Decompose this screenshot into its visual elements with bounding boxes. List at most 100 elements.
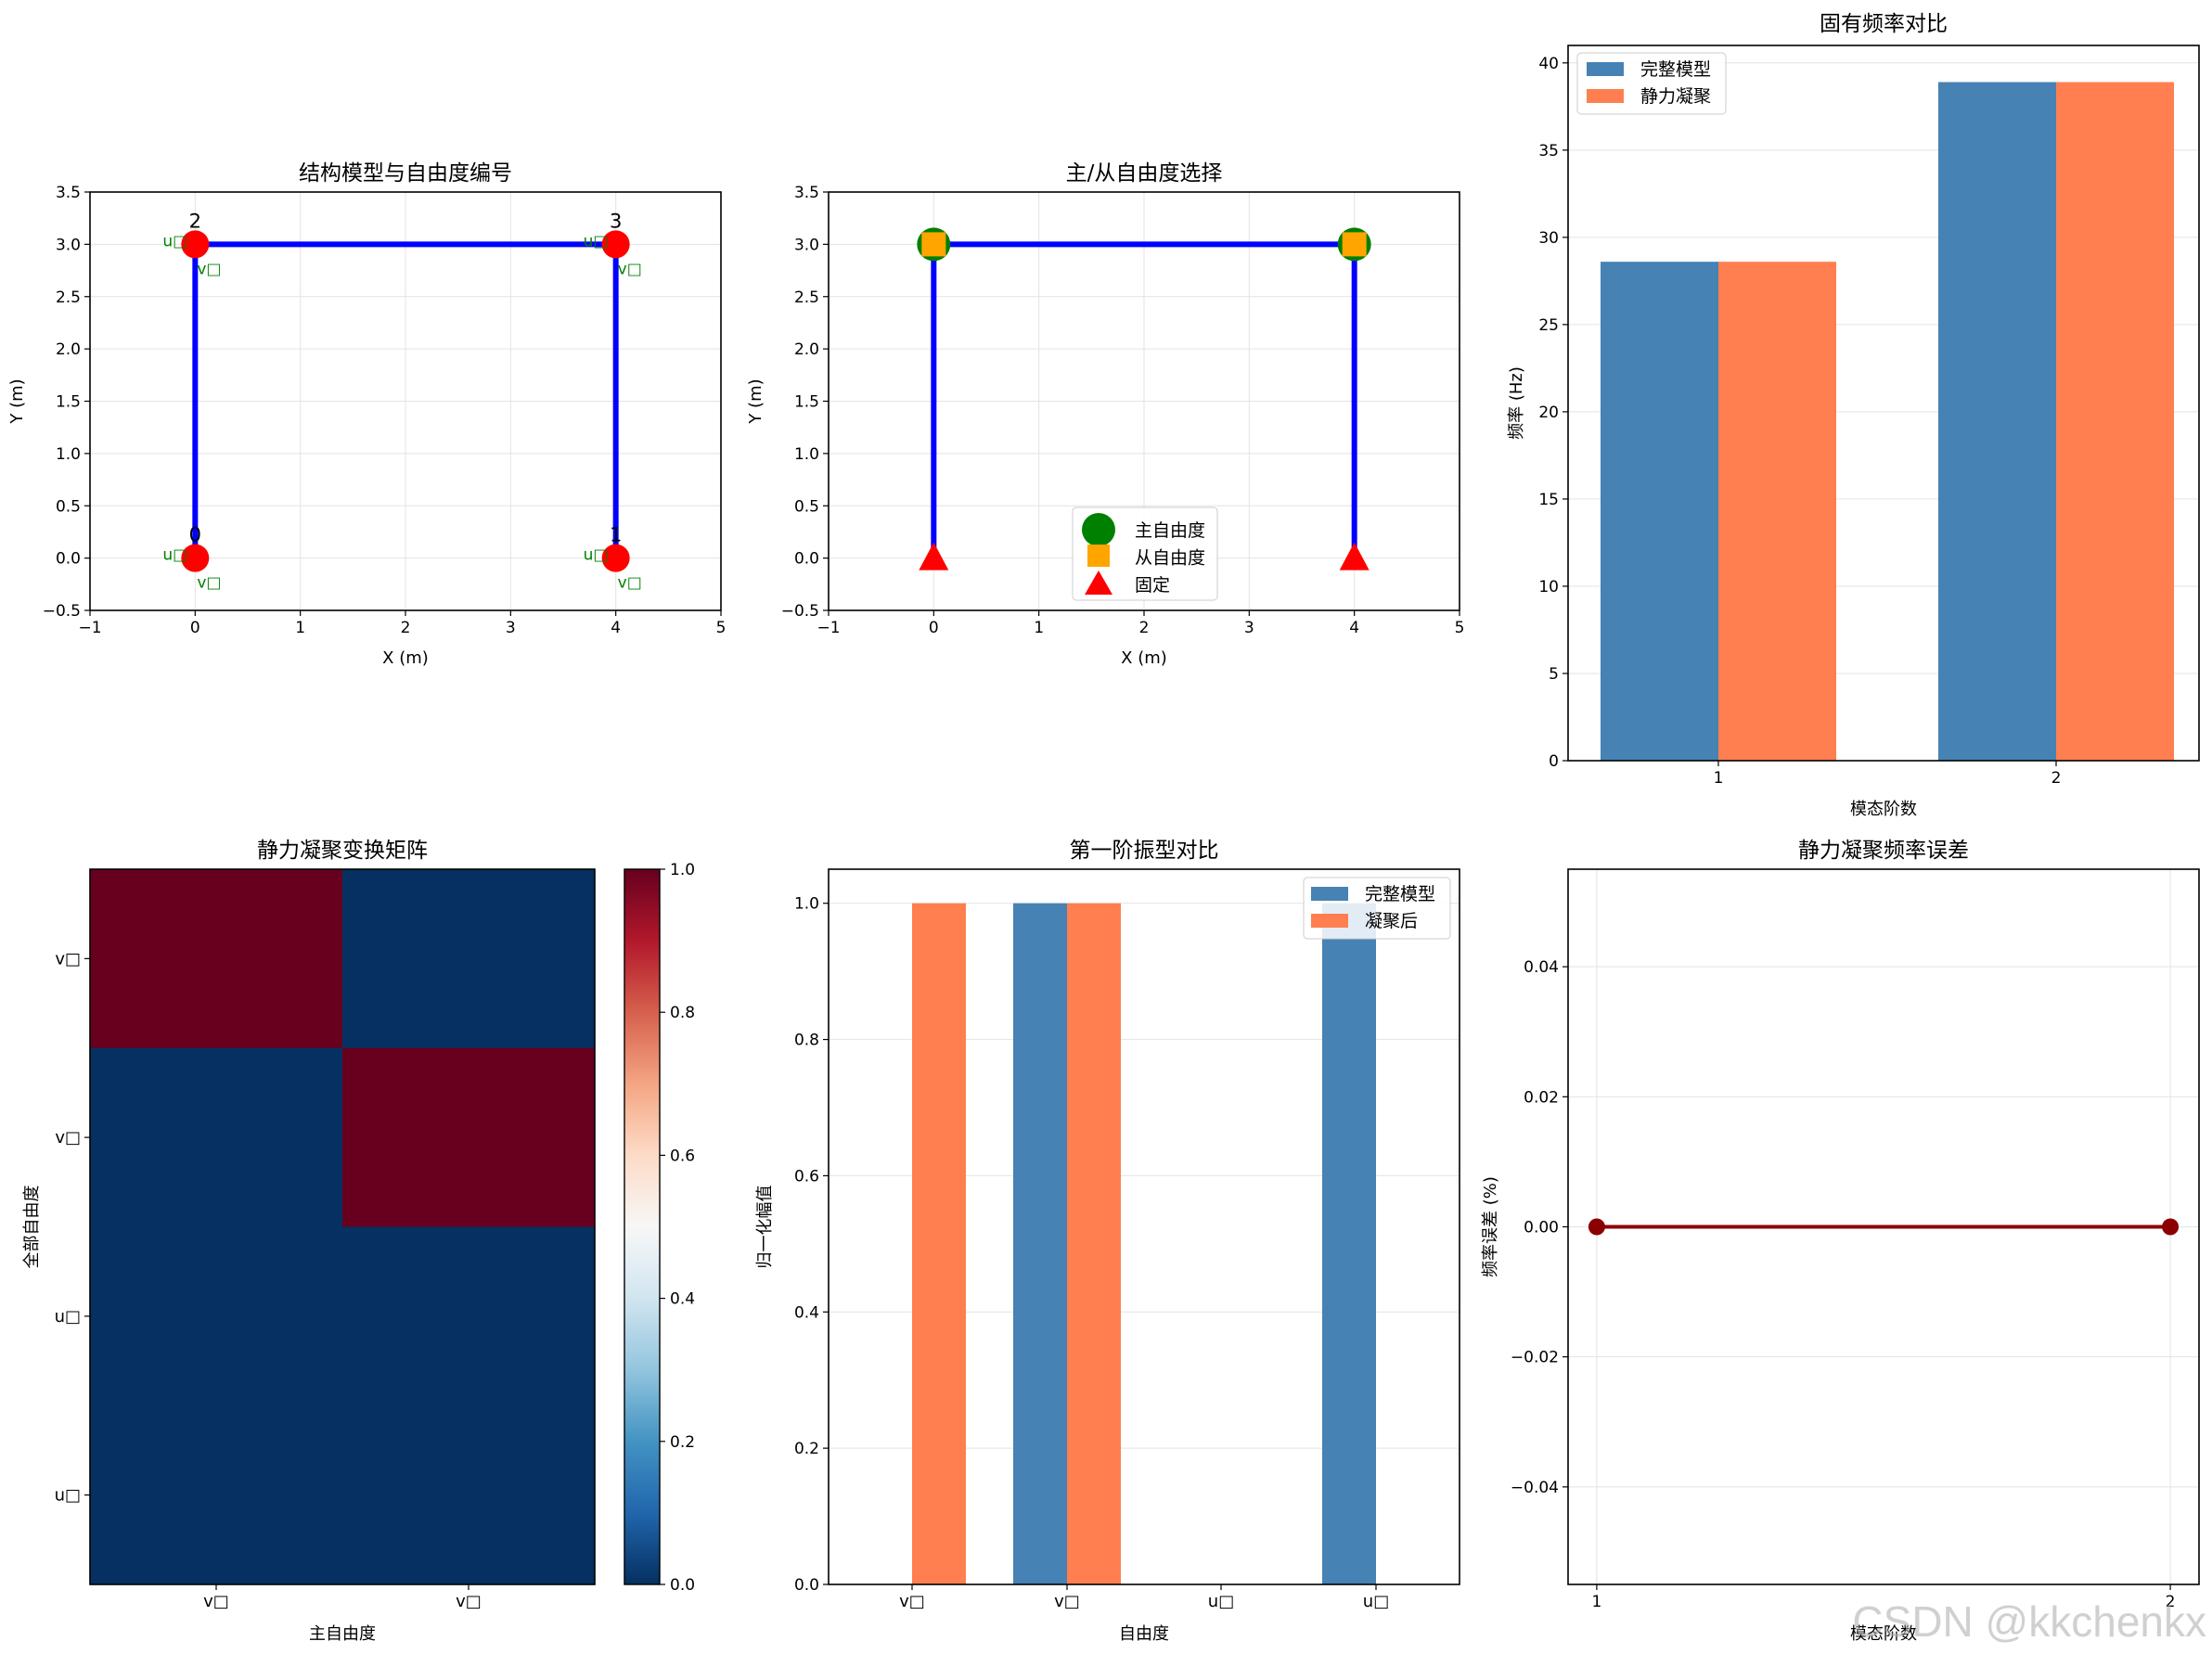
x-tick-label: v□ bbox=[1054, 1592, 1080, 1611]
colorbar-tick-label: 0.0 bbox=[670, 1576, 695, 1595]
bar bbox=[1322, 903, 1376, 1584]
x-tick-label: 2 bbox=[2051, 769, 2062, 788]
legend-entry: 完整模型 bbox=[1640, 59, 1711, 80]
bar bbox=[912, 903, 966, 1584]
y-axis-label: 频率 (Hz) bbox=[1507, 366, 1526, 440]
x-tick-label: 5 bbox=[716, 619, 727, 637]
legend-entry: 从自由度 bbox=[1135, 548, 1205, 569]
y-tick-label: 0 bbox=[1549, 752, 1559, 771]
y-tick-label: 2.5 bbox=[794, 288, 819, 307]
y-tick-label: v□ bbox=[55, 1128, 81, 1148]
x-tick-label: 5 bbox=[1455, 619, 1465, 637]
legend-swatch-fixed bbox=[1085, 571, 1112, 595]
bar bbox=[2056, 82, 2174, 762]
node-marker bbox=[601, 544, 630, 572]
chart-title: 静力凝聚变换矩阵 bbox=[257, 839, 428, 863]
watermark: CSDN @kkchenkx bbox=[1852, 1597, 2206, 1646]
chart-title: 第一阶振型对比 bbox=[1070, 839, 1219, 863]
y-tick-label: 3.0 bbox=[794, 236, 819, 254]
legend-entry: 完整模型 bbox=[1365, 884, 1435, 904]
dof-u-label: u□ bbox=[162, 546, 187, 565]
fixed-support-marker bbox=[1339, 542, 1370, 571]
legend-swatch-master bbox=[1082, 513, 1115, 546]
y-axis-label: 频率误差 (%) bbox=[1481, 1176, 1500, 1277]
y-tick-label: 0.6 bbox=[794, 1167, 819, 1186]
x-axis-label: X (m) bbox=[382, 648, 429, 668]
y-tick-label: 3.0 bbox=[56, 236, 81, 254]
x-tick-label: 3 bbox=[506, 619, 516, 637]
y-tick-label: u□ bbox=[55, 1486, 81, 1506]
y-tick-label: 0.0 bbox=[794, 550, 819, 569]
dof-u-label: u□ bbox=[162, 232, 187, 250]
y-tick-label: 10 bbox=[1538, 578, 1559, 596]
x-tick-label: u□ bbox=[1208, 1592, 1234, 1611]
y-tick-label: −0.02 bbox=[1511, 1349, 1559, 1367]
dof-v-label: v□ bbox=[197, 574, 221, 593]
chart-structure-model: −1 0 1 2 3 4 5−0.50.00.51.01.52.02.53.03.50u□v… bbox=[7, 161, 726, 668]
y-tick-label: 2.5 bbox=[56, 288, 81, 307]
plot-frame bbox=[1567, 45, 2200, 762]
y-tick-label: 35 bbox=[1538, 142, 1559, 160]
plot-frame bbox=[828, 868, 1460, 1585]
colorbar-tick-label: 0.2 bbox=[670, 1433, 695, 1452]
y-tick-label: 0.5 bbox=[794, 497, 819, 516]
x-tick-label: −1 bbox=[817, 619, 840, 637]
bar bbox=[1938, 82, 2056, 762]
x-tick-label: 4 bbox=[611, 619, 621, 637]
chart-title: 固有频率对比 bbox=[1820, 12, 1948, 36]
x-tick-label: 1 bbox=[1591, 1593, 1601, 1611]
bar bbox=[1718, 262, 1836, 761]
y-tick-label: 0.04 bbox=[1524, 958, 1559, 977]
dof-v-label: v□ bbox=[618, 260, 642, 278]
colorbar-tick-label: 0.4 bbox=[670, 1290, 695, 1309]
heatmap-cell bbox=[342, 1405, 596, 1585]
y-tick-label: 0.0 bbox=[794, 1576, 819, 1595]
y-tick-label: 1.5 bbox=[56, 393, 81, 412]
legend-entry: 凝聚后 bbox=[1365, 911, 1418, 931]
x-tick-label: v□ bbox=[203, 1592, 229, 1611]
node-marker bbox=[181, 230, 210, 259]
chart-title: 静力凝聚频率误差 bbox=[1798, 839, 1969, 863]
y-axis-label: Y (m) bbox=[7, 378, 27, 424]
error-point bbox=[2162, 1218, 2180, 1236]
slave-dof-marker bbox=[1342, 232, 1367, 257]
y-tick-label: 30 bbox=[1538, 229, 1559, 248]
legend-entry: 静力凝聚 bbox=[1640, 86, 1711, 107]
y-tick-label: 0.0 bbox=[56, 550, 81, 569]
colorbar-tick-label: 0.6 bbox=[670, 1147, 695, 1165]
legend-swatch-slave bbox=[1087, 545, 1110, 567]
y-tick-label: 0.2 bbox=[794, 1440, 819, 1458]
y-axis-label: Y (m) bbox=[746, 378, 765, 424]
node-marker bbox=[181, 544, 210, 572]
y-tick-label: −0.04 bbox=[1511, 1479, 1559, 1497]
x-tick-label: 1 bbox=[295, 619, 305, 637]
y-tick-label: 1.5 bbox=[794, 393, 819, 412]
bar bbox=[1067, 903, 1121, 1584]
x-axis-label: 主自由度 bbox=[309, 1624, 376, 1644]
y-tick-label: 40 bbox=[1538, 55, 1559, 73]
x-axis-label: 模态阶数 bbox=[1850, 800, 1917, 819]
y-tick-label: 1.0 bbox=[56, 445, 81, 464]
dof-v-label: v□ bbox=[618, 574, 642, 593]
y-tick-label: 15 bbox=[1538, 491, 1559, 509]
fixed-support-marker bbox=[919, 542, 949, 571]
y-tick-label: −0.5 bbox=[781, 602, 819, 621]
node-id-label: 1 bbox=[610, 524, 622, 546]
heatmap-cell bbox=[90, 1405, 343, 1585]
x-tick-label: 0 bbox=[929, 619, 939, 637]
heatmap-cell bbox=[90, 869, 343, 1049]
y-tick-label: 0.5 bbox=[56, 497, 81, 516]
x-tick-label: 1 bbox=[1034, 619, 1044, 637]
y-axis-label: 全部自由度 bbox=[22, 1186, 42, 1269]
plot-frame bbox=[1567, 868, 2200, 1585]
heatmap-cell bbox=[342, 1226, 596, 1406]
node-id-label: 0 bbox=[189, 524, 201, 546]
x-axis-label: X (m) bbox=[1121, 648, 1167, 668]
y-tick-label: 0.4 bbox=[794, 1303, 819, 1322]
dof-u-label: u□ bbox=[584, 546, 609, 565]
